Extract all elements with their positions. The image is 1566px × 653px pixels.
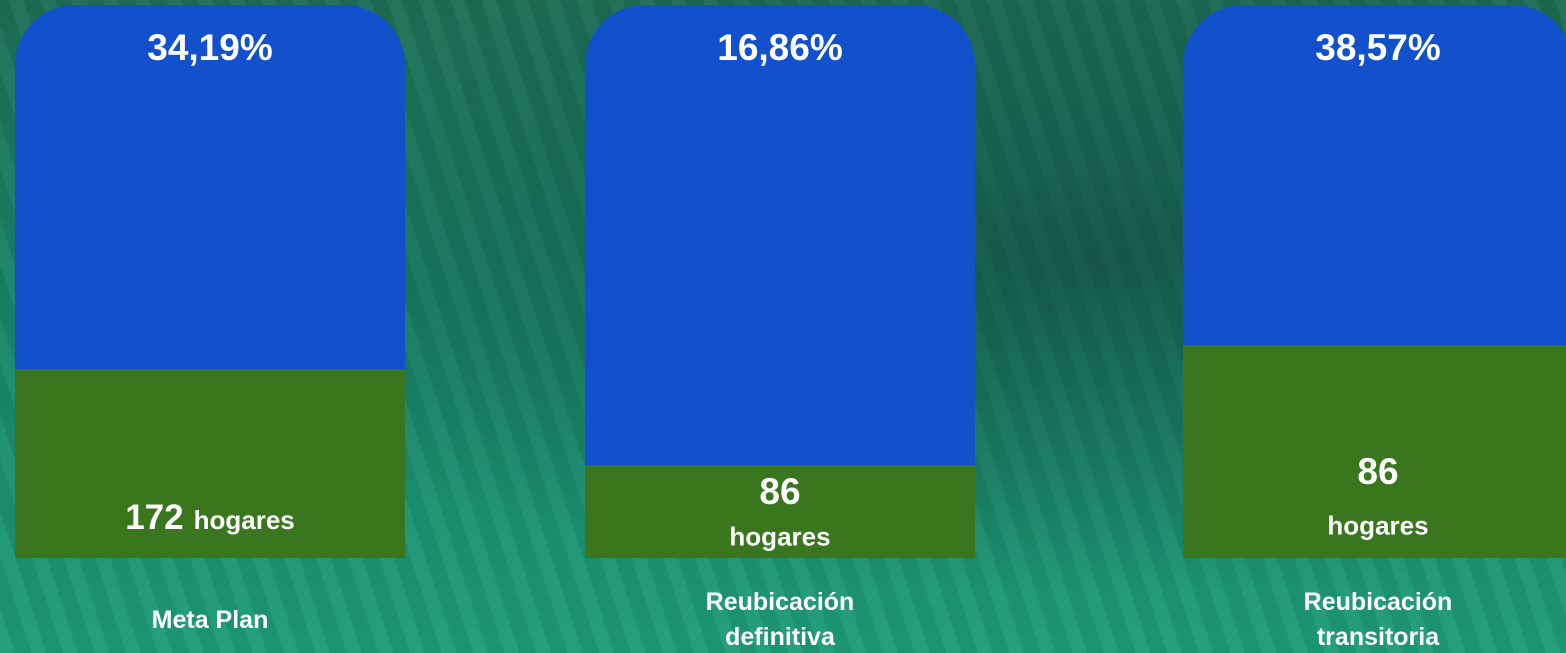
count-unit: hogares [194,505,295,535]
category-label: Reubicación definitiva [670,585,890,653]
value-label: 16,86% [717,27,843,69]
category-label: Reubicación transitoria [1268,585,1488,653]
infographic: 34,19% 172 hogares Meta Plan 16,86% 86 hogares… [0,0,1566,653]
count-unit: hogares [1327,511,1428,542]
count-value: 86 [1357,451,1398,493]
count-unit: hogares [729,522,830,553]
count-value: 172 [125,498,183,537]
count-label: 172 hogares [125,498,295,538]
value-label: 34,19% [147,27,273,69]
bar [15,5,405,558]
value-label: 38,57% [1315,27,1441,69]
category-label: Meta Plan [100,603,320,638]
count-value: 86 [759,471,800,513]
